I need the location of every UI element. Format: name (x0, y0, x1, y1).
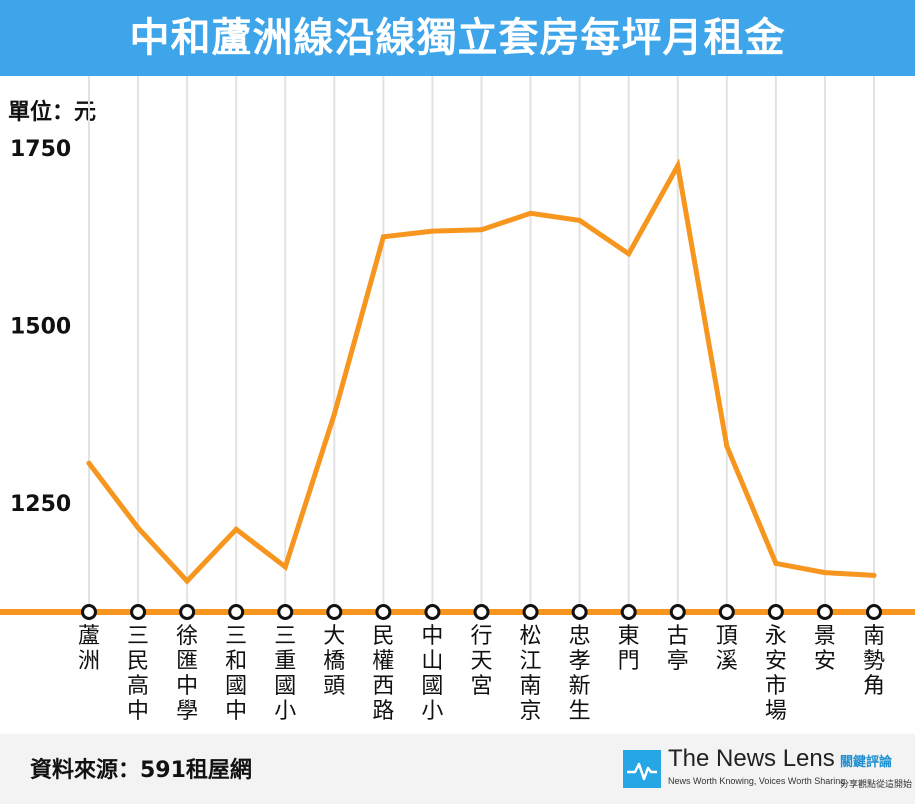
station-marker (228, 604, 245, 620)
data-point (577, 217, 583, 223)
title-bar (0, 0, 915, 76)
data-point (135, 525, 141, 531)
data-point (773, 560, 779, 566)
data-point (675, 163, 681, 169)
data-point (86, 460, 92, 466)
footer-bar (0, 734, 915, 804)
station-marker (620, 604, 637, 620)
x-tick-label: 徐匯中學 (176, 624, 198, 724)
x-tick-label: 行天宮 (470, 624, 492, 699)
station-marker (179, 604, 196, 620)
unit-label: 單位：元 (8, 100, 97, 125)
x-tick-label: 古亭 (667, 624, 689, 674)
station-marker (81, 604, 97, 620)
grid-lines (88, 76, 875, 612)
x-axis-labels: 蘆洲 三民高中 徐匯中學 三和國中 三重國小 大橋頭 民權西路 中山國小 行天宮 松江南京 忠孝新生… (78, 624, 885, 724)
station-marker (571, 604, 588, 620)
logo-tagline-cn: 分享觀點從這開始 (840, 780, 913, 790)
y-tick-label: 1250 (10, 492, 71, 517)
station-marker (473, 604, 490, 620)
x-tick-label: 永安市場 (765, 624, 787, 724)
x-tick-label: 蘆洲 (78, 624, 100, 674)
station-marker (277, 604, 294, 620)
data-point (331, 411, 337, 417)
data-point (233, 526, 239, 532)
data-point (626, 251, 632, 257)
data-point (479, 227, 484, 233)
x-tick-label: 中山國小 (421, 624, 443, 724)
data-point (724, 443, 730, 449)
station-marker (767, 604, 784, 620)
x-tick-label: 南勢角 (863, 624, 885, 699)
x-tick-label: 景安 (814, 624, 836, 674)
station-marker (326, 604, 343, 620)
x-tick-label: 松江南京 (520, 624, 542, 724)
x-tick-label: 三和國中 (225, 624, 247, 724)
logo-tagline: News Worth Knowing, Voices Worth Sharing (668, 776, 846, 786)
series-line-layer (86, 158, 877, 585)
data-point (184, 578, 190, 584)
y-axis-ticks: 1250 1500 1750 (10, 137, 71, 517)
data-point (528, 210, 534, 216)
x-tick-label: 頂溪 (716, 624, 738, 674)
line-chart: 1250 1500 1750 蘆洲 三民高中 徐匯中學 三和國中 三重國小 大橋頭 民權西路 中山… (0, 76, 915, 724)
data-point (822, 570, 828, 576)
data-point (380, 234, 386, 240)
y-tick-label: 1750 (10, 137, 71, 162)
chart-title: 中和蘆洲線沿線獨立套房每坪月租金 (129, 15, 786, 61)
data-point (871, 572, 877, 578)
station-marker (424, 604, 441, 620)
y-tick-label: 1500 (10, 315, 71, 340)
data-point (282, 564, 288, 570)
station-marker (718, 604, 735, 620)
station-marker (522, 604, 539, 620)
x-tick-label: 三民高中 (127, 624, 149, 724)
station-marker (866, 604, 882, 620)
station-marker (669, 604, 686, 620)
station-marker (816, 604, 833, 620)
news-lens-logo-icon (623, 750, 661, 788)
x-tick-label: 大橋頭 (323, 624, 345, 699)
x-tick-label: 忠孝新生 (569, 624, 591, 724)
data-point (429, 228, 435, 234)
source-text: 資料來源：591租屋網 (30, 758, 252, 783)
station-marker (375, 604, 392, 620)
logo-name-cn: 關鍵評論 (840, 755, 893, 770)
x-tick-label: 東門 (618, 624, 640, 674)
logo-name: The News Lens (668, 745, 835, 772)
station-markers (81, 604, 882, 620)
station-marker (130, 604, 147, 620)
x-tick-label: 三重國小 (274, 624, 296, 724)
x-tick-label: 民權西路 (372, 624, 394, 724)
